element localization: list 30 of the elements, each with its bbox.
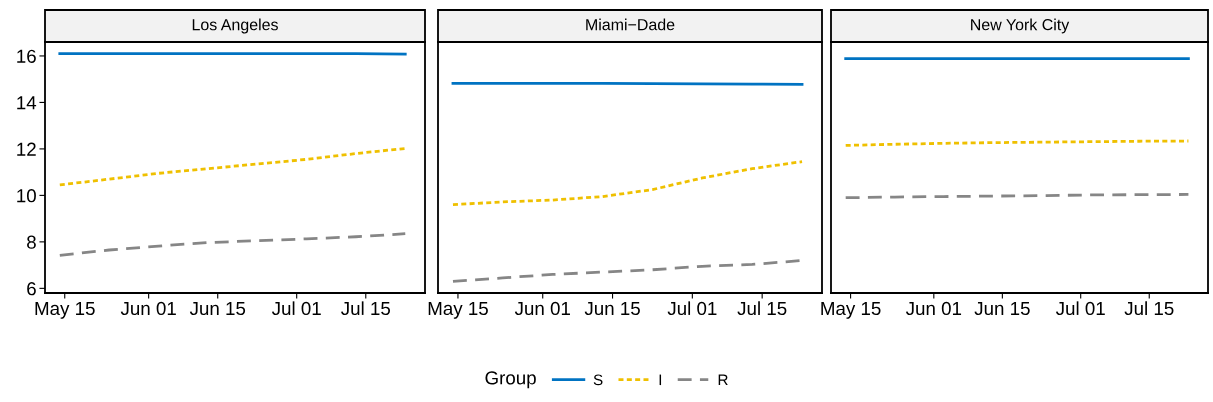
x-tick-label: Jul 01 — [667, 301, 717, 316]
x-tick-label: Jun 01 — [905, 301, 962, 316]
x-tick-label: Jun 15 — [584, 302, 640, 316]
x-tick-label: May 15 — [821, 302, 881, 319]
line-series — [58, 232, 407, 257]
y-tick-label: 8 — [27, 235, 36, 249]
line-series — [58, 147, 407, 187]
y-tick-label: 14 — [17, 96, 37, 110]
y-tick-label: 10 — [17, 189, 36, 203]
x-tick-label: Jul 01 — [1055, 301, 1105, 316]
y-tick-label: 6 — [27, 282, 36, 296]
chart-title: New York City — [971, 18, 1070, 34]
chart-title: Los Angeles — [192, 18, 278, 34]
x-tick-label: Jul 15 — [341, 301, 391, 316]
legend-label: S — [593, 374, 603, 386]
x-tick-label: May 15 — [428, 302, 488, 319]
x-tick-label: Jun 01 — [514, 301, 570, 316]
x-tick-label: Jul 01 — [271, 301, 321, 316]
legend-label: I — [659, 374, 662, 386]
x-tick-label: Jun 15 — [974, 302, 1030, 316]
x-tick-label: Jun 01 — [120, 301, 176, 316]
x-tick-label: Jun 15 — [189, 302, 246, 316]
y-tick-label: 16 — [17, 49, 36, 63]
x-tick-label: May 15 — [35, 302, 95, 319]
x-tick-label: Jul 15 — [737, 301, 787, 316]
legend-label: R — [718, 374, 728, 386]
chart-title: Miami−Dade — [586, 18, 675, 31]
x-tick-label: Jul 15 — [1124, 301, 1174, 316]
legend-title: Group — [485, 371, 536, 389]
y-tick-label: 12 — [17, 142, 36, 156]
